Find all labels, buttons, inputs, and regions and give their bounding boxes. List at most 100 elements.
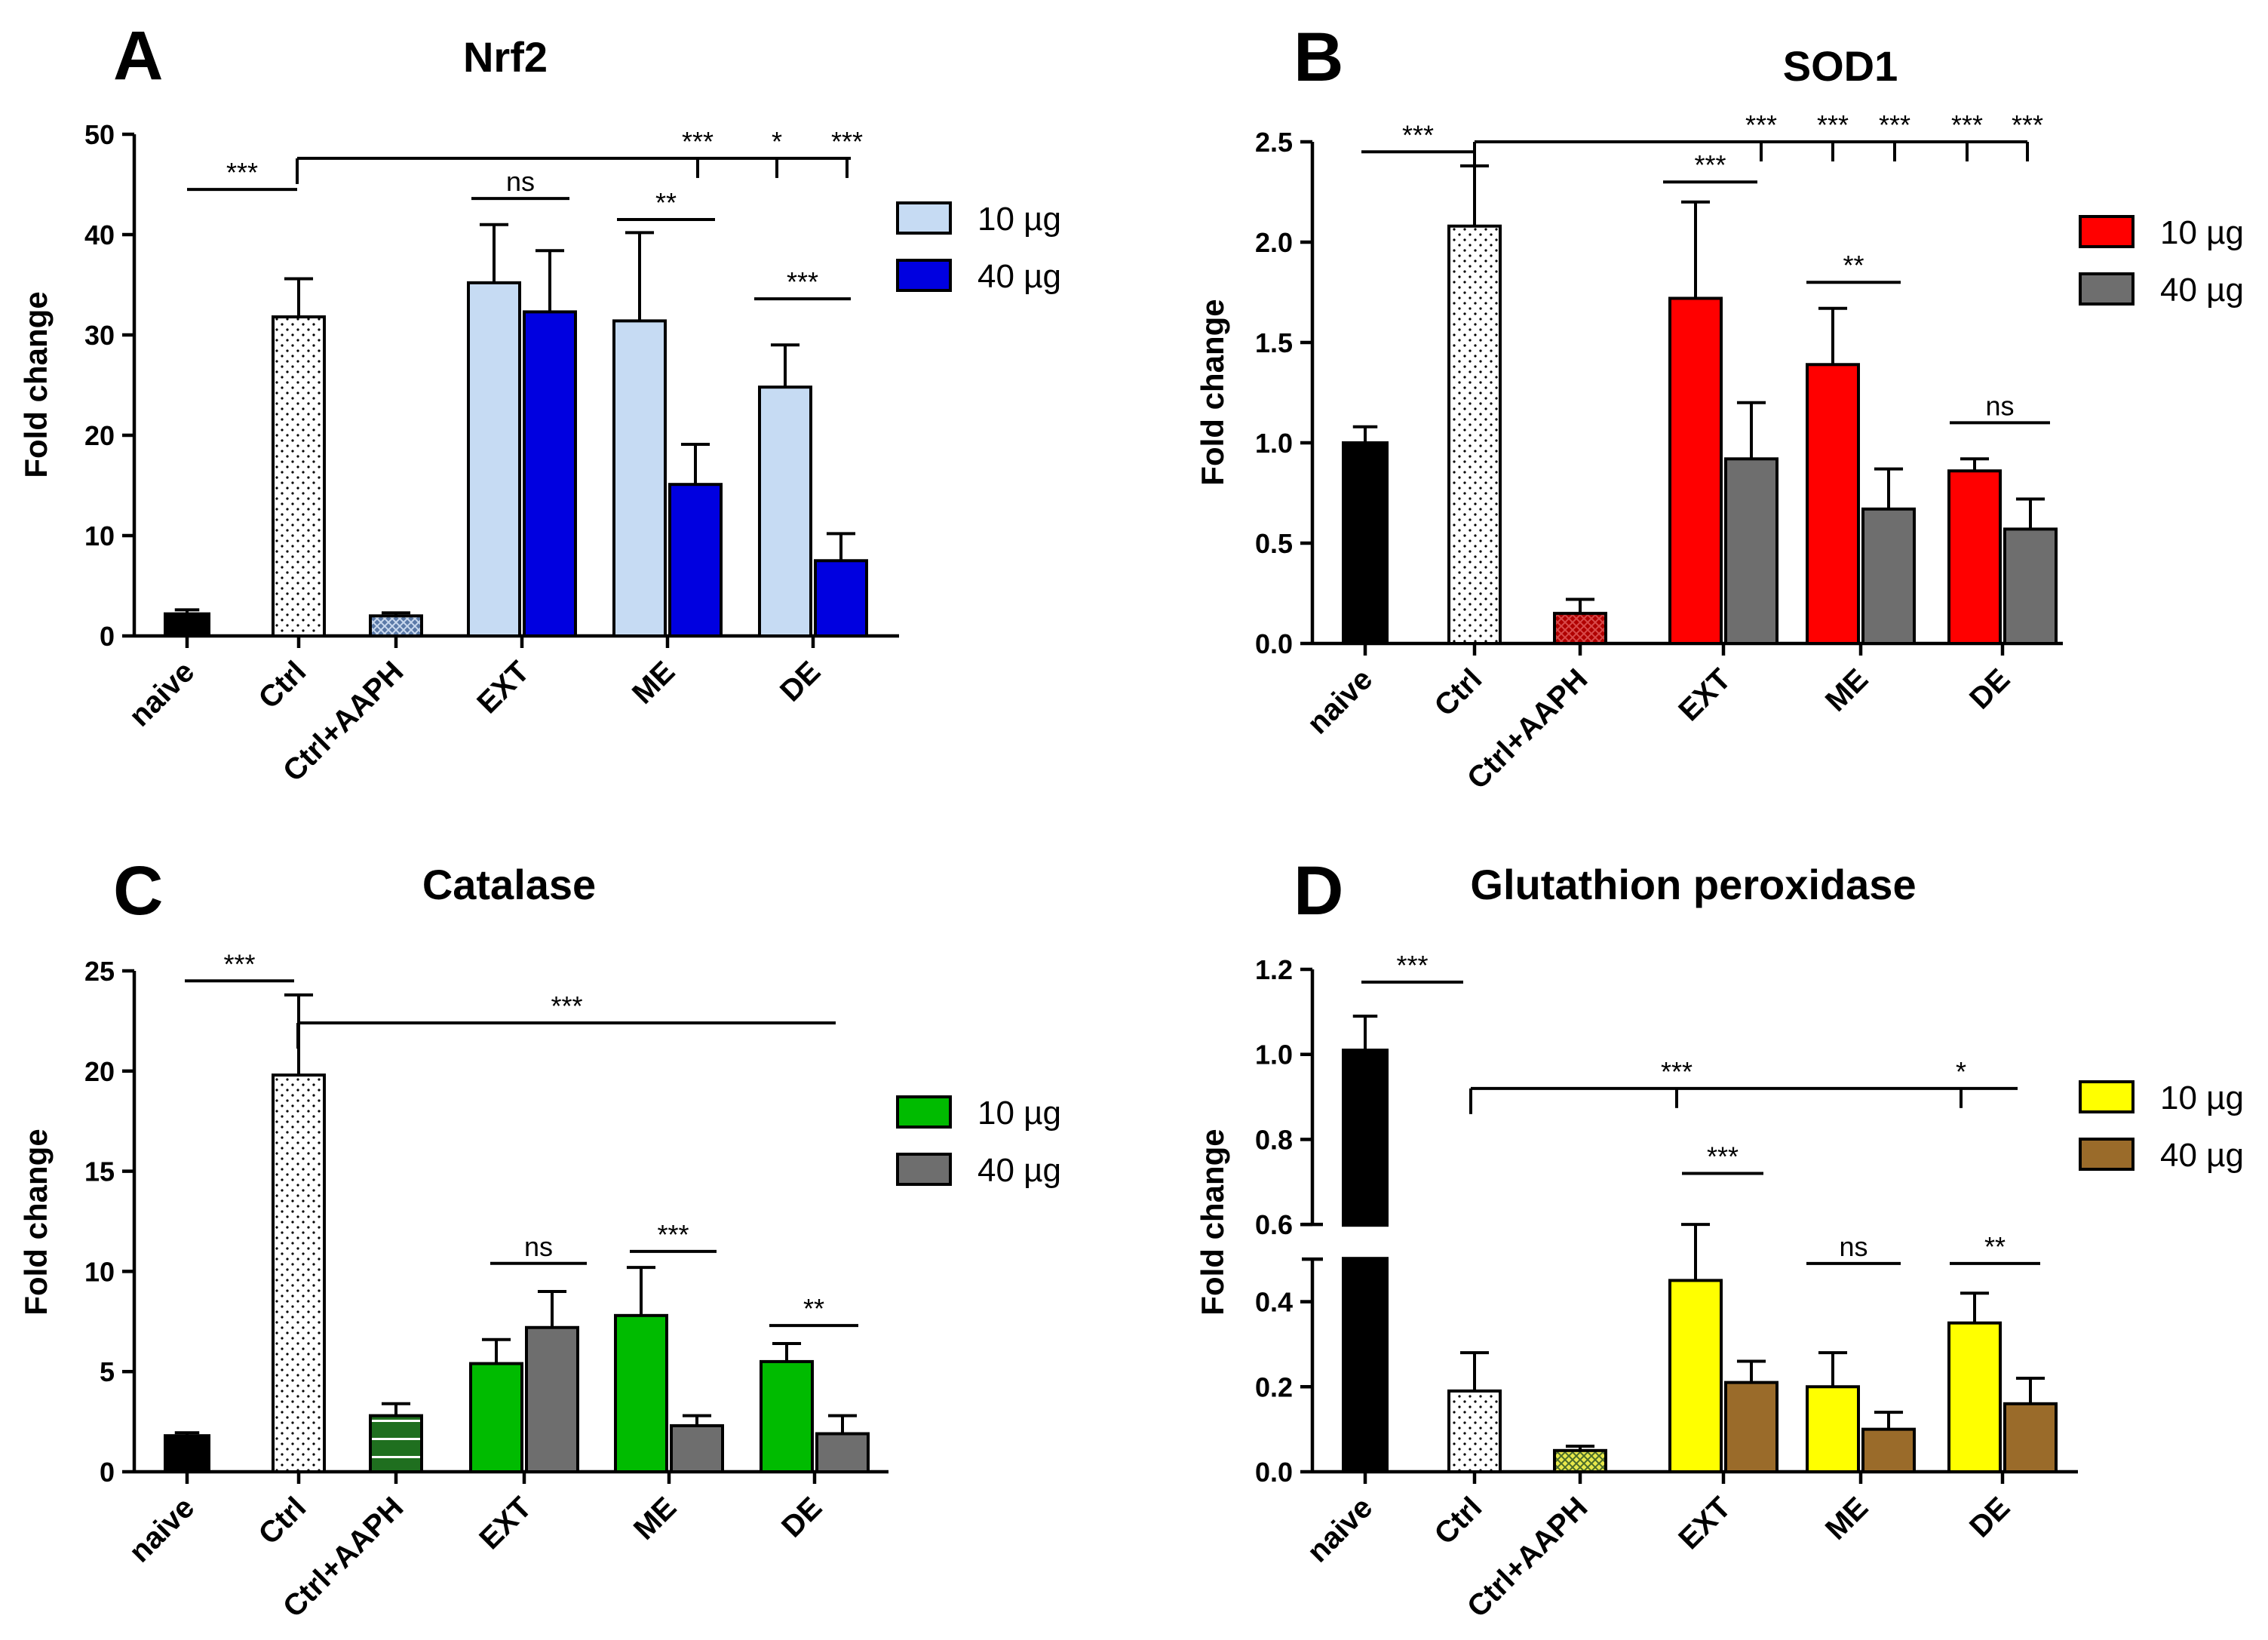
legend-label: 10 µg bbox=[2160, 214, 2244, 251]
bar-ctrlaaph bbox=[1553, 612, 1607, 645]
x-tick-label: EXT bbox=[1672, 1491, 1737, 1556]
bar-de-10 bbox=[758, 385, 812, 637]
panel-letter: D bbox=[1294, 852, 1343, 929]
bar-ctrlaaph bbox=[1553, 1448, 1607, 1474]
panel-letter: B bbox=[1294, 19, 1343, 96]
panel-letter: C bbox=[113, 852, 163, 929]
significance-label: ns bbox=[1839, 1231, 1867, 1262]
y-tick-label: 1.2 bbox=[1255, 954, 1293, 985]
bar-ext-10 bbox=[467, 281, 521, 637]
y-tick-label: 0.5 bbox=[1255, 528, 1293, 559]
bar-ctrl bbox=[1447, 224, 1502, 646]
legend-swatch bbox=[2079, 215, 2134, 248]
x-tick-label: ME bbox=[628, 1491, 683, 1546]
bar-ext-10 bbox=[1668, 296, 1723, 645]
significance-label: *** bbox=[1745, 109, 1777, 140]
significance-label: *** bbox=[551, 990, 582, 1021]
bar-me-10 bbox=[614, 1313, 668, 1474]
x-tick-label: Ctrl bbox=[1429, 662, 1489, 723]
y-tick-label: 0.8 bbox=[1255, 1124, 1293, 1155]
y-tick-label: 2.0 bbox=[1255, 227, 1293, 258]
panel-D: D Glutathion peroxidase Fold change 0.0 0.2 0… bbox=[1195, 852, 2244, 1624]
y-tick-label: 20 bbox=[84, 1056, 115, 1087]
x-tick-label: naive bbox=[1301, 662, 1379, 740]
panel-B: B SOD1 Fold change 0.0 0.5 1.0 1.5 2.0 2.5 naive C… bbox=[1195, 19, 2244, 796]
legend-swatch bbox=[896, 1153, 952, 1186]
bar-de-40 bbox=[2003, 1402, 2058, 1474]
x-tick-label: Ctrl bbox=[1429, 1491, 1489, 1551]
bar-ext-10 bbox=[469, 1362, 523, 1474]
x-tick-label: Ctrl bbox=[253, 655, 313, 715]
y-tick-label: 0.0 bbox=[1255, 628, 1293, 659]
y-tick-label: 0.2 bbox=[1255, 1371, 1293, 1402]
y-tick-label: 0.4 bbox=[1255, 1287, 1293, 1318]
bar-ext-40 bbox=[525, 1325, 579, 1473]
panel-letter: A bbox=[113, 17, 163, 94]
significance-label: ** bbox=[1843, 250, 1864, 281]
bar-me-40 bbox=[670, 1423, 724, 1473]
bar-de-40 bbox=[815, 1432, 870, 1474]
significance-label: ns bbox=[506, 166, 535, 197]
legend-label: 10 µg bbox=[977, 201, 1061, 238]
significance-label: *** bbox=[2012, 109, 2043, 140]
y-tick-label: 1.5 bbox=[1255, 327, 1293, 358]
x-tick-label: naive bbox=[123, 1491, 201, 1568]
y-tick-label: 0 bbox=[100, 621, 115, 652]
significance-label: * bbox=[1956, 1056, 1966, 1087]
x-tick-label: DE bbox=[1963, 662, 2016, 715]
y-tick-label: 0.0 bbox=[1255, 1457, 1293, 1488]
bar-de-10 bbox=[1947, 1321, 2002, 1474]
bar-ctrlaaph bbox=[369, 614, 423, 638]
bar-me-40 bbox=[668, 483, 723, 637]
y-tick-label: 50 bbox=[84, 119, 115, 150]
y-tick-label: 10 bbox=[84, 1256, 115, 1287]
y-tick-label: 0.6 bbox=[1255, 1209, 1293, 1240]
bar-me-10 bbox=[1806, 1385, 1860, 1473]
y-axis-label: Fold change bbox=[18, 1129, 54, 1315]
y-axis-label: Fold change bbox=[1195, 299, 1230, 485]
significance-label: *** bbox=[1402, 119, 1434, 150]
x-tick-label: ME bbox=[1819, 1491, 1875, 1546]
significance-label: *** bbox=[226, 157, 258, 188]
bar-de-40 bbox=[2003, 527, 2058, 645]
x-tick-label: DE bbox=[774, 655, 827, 708]
x-tick-label: Ctrl bbox=[253, 1491, 313, 1551]
chart-title: SOD1 bbox=[1783, 42, 1898, 90]
y-tick-label: 15 bbox=[84, 1156, 115, 1187]
significance-label: *** bbox=[657, 1219, 689, 1250]
significance-label: *** bbox=[682, 126, 714, 157]
legend-label: 40 µg bbox=[2160, 272, 2244, 309]
significance-label: *** bbox=[223, 948, 255, 979]
x-tick-label: ME bbox=[1819, 662, 1875, 718]
legend-label: 40 µg bbox=[977, 258, 1061, 295]
legend-swatch bbox=[2079, 272, 2134, 306]
significance-label: ** bbox=[655, 187, 677, 218]
y-axis-label: Fold change bbox=[18, 291, 54, 478]
bar-ctrlaaph bbox=[369, 1414, 423, 1473]
y-tick-label: 10 bbox=[84, 521, 115, 551]
y-tick-label: 2.5 bbox=[1255, 127, 1293, 158]
bar-ext-10 bbox=[1668, 1279, 1723, 1474]
chart-title: Nrf2 bbox=[463, 33, 548, 81]
significance-label: *** bbox=[1694, 149, 1726, 180]
y-tick-label: 30 bbox=[84, 320, 115, 351]
bar-de-10 bbox=[760, 1359, 814, 1474]
y-tick-label: 25 bbox=[84, 956, 115, 987]
y-tick-label: 1.0 bbox=[1255, 1040, 1293, 1070]
significance-label: ns bbox=[1985, 390, 2014, 421]
bar-naive bbox=[1342, 441, 1389, 645]
significance-label: ns bbox=[524, 1231, 553, 1262]
y-tick-label: 40 bbox=[84, 220, 115, 250]
bar-ctrl bbox=[1447, 1389, 1502, 1473]
bar-de-10 bbox=[1947, 469, 2002, 645]
significance-label: *** bbox=[1661, 1056, 1693, 1087]
legend-swatch bbox=[896, 201, 952, 235]
bar-me-10 bbox=[1806, 363, 1860, 645]
significance-label: * bbox=[772, 126, 782, 157]
legend-label: 40 µg bbox=[2160, 1137, 2244, 1174]
bar-break-gap bbox=[1341, 1227, 1389, 1258]
significance-label: *** bbox=[1879, 109, 1910, 140]
